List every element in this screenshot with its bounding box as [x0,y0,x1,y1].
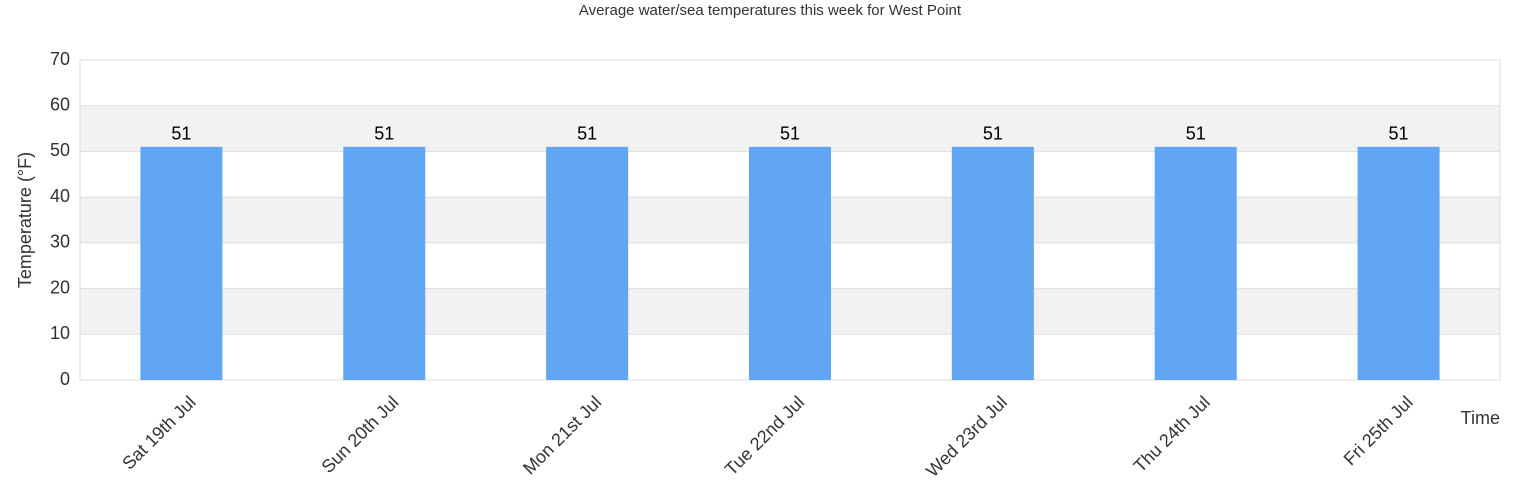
y-tick-label: 50 [50,140,70,160]
y-tick-label: 70 [50,49,70,69]
bar [1357,146,1440,380]
x-tick-label: Sun 20th Jul [318,392,403,477]
y-tick-label: 40 [50,186,70,206]
bar [951,146,1034,380]
data-label: 51 [780,124,800,144]
x-tick-label: Fri 25th Jul [1340,392,1417,469]
bar [343,146,426,380]
x-tick-label: Sat 19th Jul [118,392,199,473]
x-tick-label: Thu 24th Jul [1130,392,1214,476]
data-label: 51 [1186,124,1206,144]
bar [140,146,223,380]
y-tick-label: 0 [60,369,70,389]
y-tick-label: 10 [50,323,70,343]
x-tick-label: Mon 21st Jul [519,392,605,478]
y-axis-label: Temperature (°F) [15,152,35,288]
x-tick-label: Wed 23rd Jul [922,392,1011,481]
x-tick-label: Tue 22nd Jul [721,392,808,479]
bar [1154,146,1237,380]
data-label: 51 [171,124,191,144]
y-tick-label: 30 [50,232,70,252]
data-label: 51 [983,124,1003,144]
data-label: 51 [577,124,597,144]
grid-band [80,105,1500,152]
bar [749,146,831,380]
y-tick-label: 60 [50,94,70,114]
bar [546,146,629,380]
data-label: 51 [1389,124,1409,144]
y-tick-label: 20 [50,277,70,297]
x-axis-label: Time [1461,408,1500,428]
chart-title: Average water/sea temperatures this week… [579,2,962,19]
data-label: 51 [374,124,394,144]
